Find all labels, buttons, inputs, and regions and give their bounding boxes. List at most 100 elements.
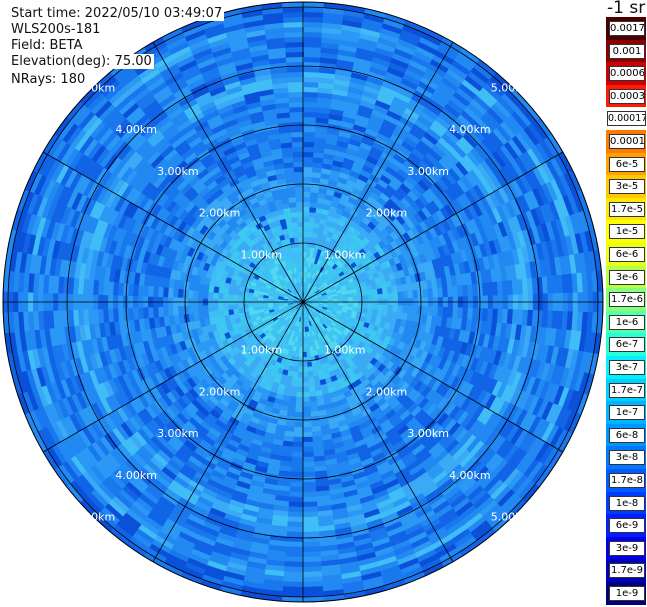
backscatter-cell <box>367 208 378 218</box>
backscatter-cell <box>289 481 303 488</box>
backscatter-cell <box>348 138 362 148</box>
backscatter-cell <box>419 242 429 254</box>
backscatter-cell <box>437 358 447 371</box>
backscatter-cell <box>582 292 589 314</box>
backscatter-cell <box>521 357 532 376</box>
backscatter-cell <box>385 166 398 177</box>
backscatter-cell <box>504 89 524 109</box>
backscatter-cell <box>444 103 462 119</box>
backscatter-cell <box>429 58 450 74</box>
backscatter-cell <box>410 201 422 214</box>
backscatter-cell <box>511 450 528 470</box>
backscatter-cell <box>361 271 369 278</box>
backscatter-cell <box>481 137 497 155</box>
backscatter-cell <box>509 388 522 406</box>
backscatter-cell <box>410 347 420 358</box>
backscatter-cell <box>409 321 417 331</box>
backscatter-cell <box>506 249 516 267</box>
backscatter-cell <box>419 350 429 362</box>
backscatter-cell <box>315 112 331 119</box>
backscatter-cell <box>323 153 335 161</box>
backscatter-cell <box>197 305 204 313</box>
backscatter-cell <box>447 286 454 298</box>
backscatter-cell <box>360 27 382 38</box>
backscatter-cell <box>325 311 332 316</box>
backscatter-cell <box>303 161 314 168</box>
backscatter-cell <box>423 131 439 146</box>
backscatter-cell <box>352 307 358 312</box>
backscatter-cell <box>502 468 520 487</box>
backscatter-cell <box>52 292 59 311</box>
backscatter-cell <box>458 380 470 396</box>
backscatter-cell <box>569 213 581 236</box>
backscatter-cell <box>322 306 328 310</box>
backscatter-cell <box>477 283 484 297</box>
backscatter-cell <box>371 288 378 295</box>
backscatter-cell <box>306 305 311 310</box>
backscatter-cell <box>306 272 310 278</box>
backscatter-cell <box>301 571 323 578</box>
backscatter-cell <box>507 138 524 158</box>
backscatter-cell <box>460 192 473 208</box>
backscatter-cell <box>468 402 481 418</box>
backscatter-cell <box>523 458 540 479</box>
backscatter-cell <box>363 85 381 96</box>
backscatter-cell <box>302 526 320 533</box>
backscatter-cell <box>342 306 349 310</box>
backscatter-cell <box>303 231 309 238</box>
backscatter-cell <box>452 408 465 423</box>
backscatter-cell <box>546 275 554 295</box>
backscatter-cell <box>484 412 499 429</box>
backscatter-cell <box>566 311 574 332</box>
backscatter-cell <box>574 212 585 235</box>
backscatter-cell <box>357 295 364 301</box>
backscatter-cell <box>526 277 534 295</box>
backscatter-cell <box>372 271 380 280</box>
backscatter-cell <box>316 276 321 282</box>
backscatter-cell <box>342 111 358 120</box>
backscatter-cell <box>324 263 330 270</box>
backscatter-cell <box>427 98 445 113</box>
backscatter-cell <box>315 290 321 295</box>
backscatter-cell <box>317 295 323 299</box>
backscatter-cell <box>303 236 308 243</box>
backscatter-cell <box>348 81 366 91</box>
backscatter-cell <box>303 271 306 278</box>
backscatter-cell <box>332 298 339 302</box>
backscatter-cell <box>545 363 556 384</box>
backscatter-cell <box>311 237 317 244</box>
backscatter-cell <box>327 298 334 302</box>
backscatter-cell <box>212 304 219 312</box>
backscatter-cell <box>321 163 333 171</box>
backscatter-cell <box>400 77 419 91</box>
backscatter-cell <box>381 80 400 93</box>
backscatter-cell <box>450 252 459 266</box>
backscatter-cell <box>450 339 459 353</box>
backscatter-cell <box>433 181 446 195</box>
backscatter-cell <box>302 436 313 443</box>
backscatter-cell <box>306 294 311 299</box>
backscatter-cell <box>342 303 349 307</box>
backscatter-cell <box>371 109 388 120</box>
backscatter-cell <box>482 282 489 297</box>
backscatter-cell <box>337 303 344 307</box>
backscatter-cell <box>360 316 367 323</box>
backscatter-cell <box>322 158 334 166</box>
backscatter-cell <box>303 221 309 228</box>
backscatter-cell <box>352 303 359 308</box>
backscatter-cell <box>368 151 382 161</box>
backscatter-cell <box>338 44 359 53</box>
backscatter-cell <box>389 363 399 374</box>
backscatter-cell <box>352 62 372 72</box>
backscatter-cell <box>431 144 447 159</box>
backscatter-cell <box>406 364 416 376</box>
backscatter-cell <box>510 179 524 198</box>
backscatter-cell <box>303 126 316 133</box>
backscatter-cell <box>562 292 569 313</box>
backscatter-cell <box>340 193 351 202</box>
backscatter-cell <box>518 104 537 125</box>
backscatter-cell <box>452 307 459 319</box>
backscatter-cell <box>310 307 316 312</box>
backscatter-cell <box>416 115 434 129</box>
backscatter-cell <box>471 422 486 439</box>
